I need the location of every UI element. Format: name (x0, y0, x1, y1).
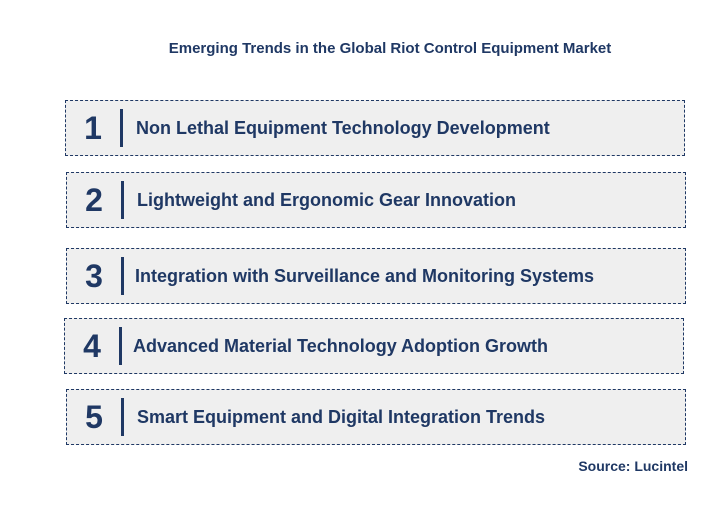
trend-label: Smart Equipment and Digital Integration … (137, 406, 546, 427)
trend-divider (121, 181, 124, 219)
diagram-title: Emerging Trends in the Global Riot Contr… (168, 40, 612, 57)
trend-divider (120, 109, 123, 147)
trend-label: Non Lethal Equipment Technology Developm… (136, 117, 550, 138)
trend-item-2: 2 Lightweight and Ergonomic Gear Innovat… (66, 172, 686, 228)
trend-divider (119, 327, 122, 365)
trend-label: Integration with Surveillance and Monito… (135, 265, 595, 286)
trend-number: 5 (85, 398, 103, 435)
trend-item-1: 1 Non Lethal Equipment Technology Develo… (65, 100, 685, 156)
trend-number: 4 (83, 327, 101, 364)
trend-item-3: 3 Integration with Surveillance and Moni… (66, 248, 686, 304)
trend-label: Lightweight and Ergonomic Gear Innovatio… (137, 189, 517, 210)
trend-divider (121, 398, 124, 436)
trend-item-5: 5 Smart Equipment and Digital Integratio… (66, 389, 686, 445)
trend-label: Advanced Material Technology Adoption Gr… (133, 335, 549, 356)
trend-number: 1 (84, 109, 102, 146)
trend-item-4: 4 Advanced Material Technology Adoption … (64, 318, 684, 374)
trend-number: 2 (85, 181, 103, 218)
trend-number: 3 (85, 257, 103, 294)
source-note: Source: Lucintel (578, 458, 688, 474)
trend-divider (121, 257, 124, 295)
